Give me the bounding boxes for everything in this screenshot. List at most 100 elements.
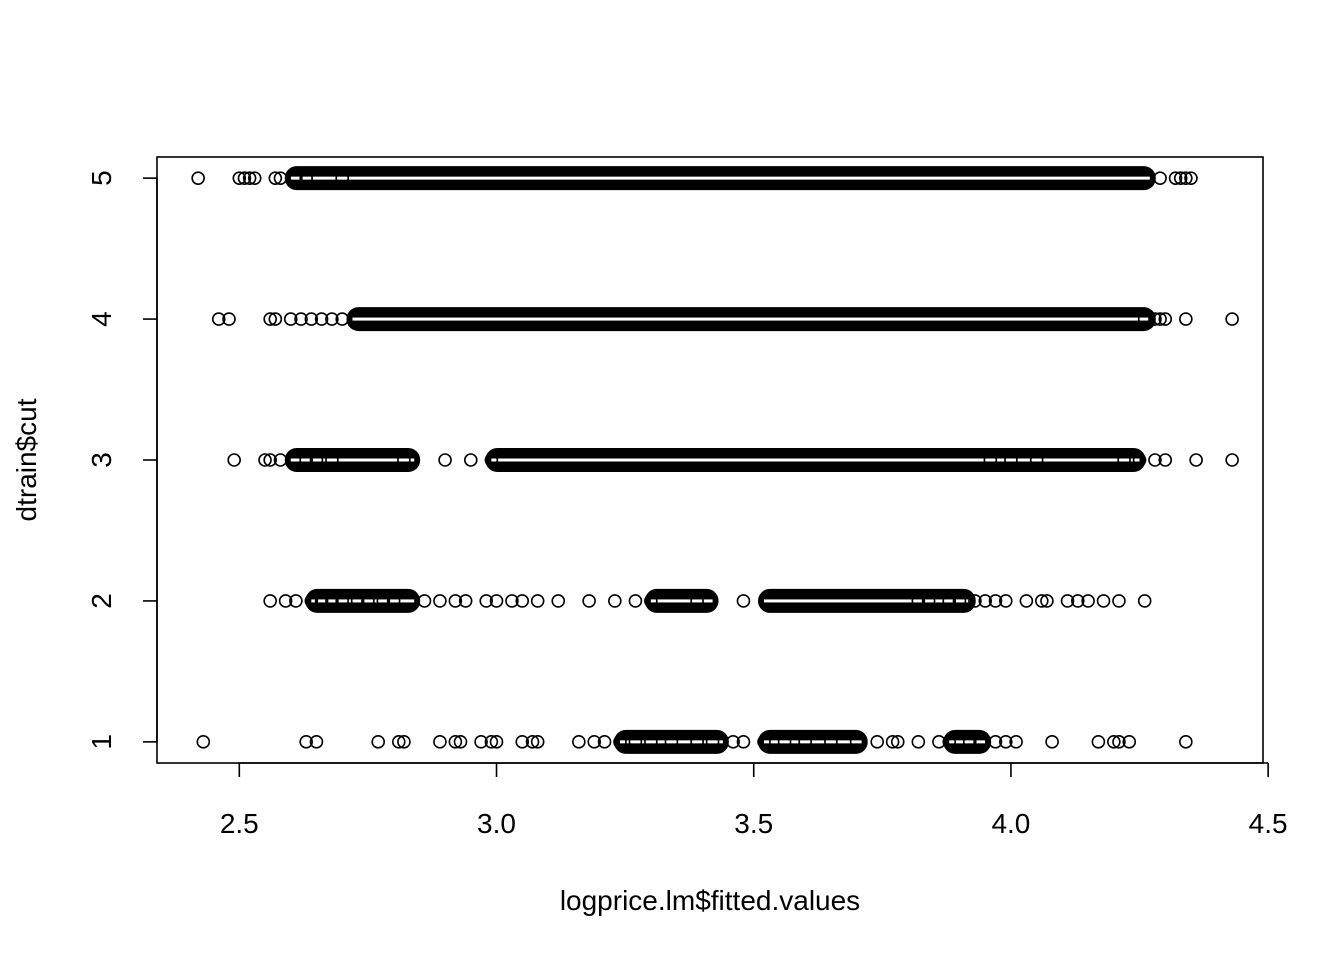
y-tick-label: 1 <box>86 734 117 750</box>
data-point <box>644 735 658 749</box>
data-point <box>268 171 283 185</box>
data-point <box>962 735 977 749</box>
data-point <box>237 171 252 185</box>
data-point <box>572 735 586 749</box>
data-point <box>309 735 324 749</box>
data-point <box>942 594 957 608</box>
data-point <box>263 453 277 467</box>
data-point <box>1158 312 1173 326</box>
data-point <box>304 594 319 608</box>
point-row <box>227 448 1239 472</box>
data-point <box>988 594 1003 608</box>
data-point <box>227 453 241 467</box>
data-point <box>587 735 602 749</box>
data-point <box>335 171 349 185</box>
dense-point-band-gap <box>949 740 986 744</box>
data-point <box>973 735 987 749</box>
data-point <box>232 171 247 185</box>
y-tick-label: 5 <box>86 170 117 186</box>
y-axis-label: dtrain$cut <box>11 398 42 521</box>
data-point <box>597 735 612 749</box>
data-point <box>325 453 339 467</box>
data-point <box>484 453 499 467</box>
data-point <box>304 312 319 326</box>
data-point <box>505 594 519 608</box>
data-point <box>1081 594 1095 608</box>
data-point <box>196 735 211 749</box>
data-point <box>911 735 926 749</box>
data-point <box>1179 312 1193 326</box>
data-point <box>1137 594 1152 608</box>
data-point <box>1112 594 1126 608</box>
data-point <box>1071 594 1085 608</box>
data-point <box>525 735 540 749</box>
data-point <box>335 594 349 608</box>
dense-point-band-gap <box>764 740 862 744</box>
data-point <box>268 312 283 326</box>
data-point <box>417 594 432 608</box>
data-point <box>1158 453 1173 467</box>
data-point <box>613 735 627 749</box>
data-point <box>690 594 704 608</box>
data-point <box>294 312 308 326</box>
data-point <box>911 594 926 608</box>
data-point <box>391 735 406 749</box>
data-point <box>1132 453 1147 467</box>
point-row <box>191 166 1198 191</box>
data-point <box>273 453 288 467</box>
data-point <box>628 594 643 608</box>
data-point <box>1153 312 1167 326</box>
point-row <box>211 307 1239 332</box>
data-point <box>438 453 452 467</box>
data-point <box>515 594 530 608</box>
dense-point-band-gap <box>764 599 970 603</box>
data-point <box>1060 594 1075 608</box>
data-point <box>397 735 411 749</box>
data-point <box>453 735 468 749</box>
data-point <box>736 735 751 749</box>
data-point <box>1122 735 1137 749</box>
data-point <box>397 453 411 467</box>
data-point <box>515 735 530 749</box>
data-point <box>849 735 864 749</box>
data-point <box>376 594 391 608</box>
data-point <box>1107 735 1121 749</box>
data-point <box>283 312 298 326</box>
point-row <box>196 729 1193 754</box>
data-point <box>325 312 339 326</box>
data-point <box>191 171 205 185</box>
x-tick-label: 3.5 <box>734 808 773 839</box>
data-point <box>664 735 679 749</box>
data-point <box>1096 594 1111 608</box>
x-tick-label: 3.0 <box>477 808 516 839</box>
dense-point-band-gap <box>491 458 1140 462</box>
data-point <box>885 735 900 749</box>
data-point <box>798 735 812 749</box>
points-group <box>191 166 1239 754</box>
data-point <box>361 594 375 608</box>
data-point <box>530 735 545 749</box>
x-tick-label: 4.0 <box>991 808 1030 839</box>
x-tick-label: 2.5 <box>220 808 259 839</box>
data-point <box>263 312 277 326</box>
data-point <box>350 594 365 608</box>
data-point <box>299 735 313 749</box>
data-point <box>371 735 386 749</box>
data-point <box>299 453 313 467</box>
data-point <box>530 594 545 608</box>
data-point <box>952 594 967 608</box>
data-point <box>258 453 272 467</box>
data-point <box>448 594 463 608</box>
data-point <box>242 171 257 185</box>
dense-point-band-gap <box>290 176 1150 180</box>
data-point <box>1004 453 1018 467</box>
data-point <box>988 735 1003 749</box>
data-point <box>582 594 596 608</box>
data-point <box>824 735 838 749</box>
data-point <box>489 594 504 608</box>
data-point <box>325 594 339 608</box>
data-point <box>484 735 499 749</box>
data-point <box>263 594 277 608</box>
data-point <box>1112 735 1126 749</box>
data-point <box>551 594 566 608</box>
